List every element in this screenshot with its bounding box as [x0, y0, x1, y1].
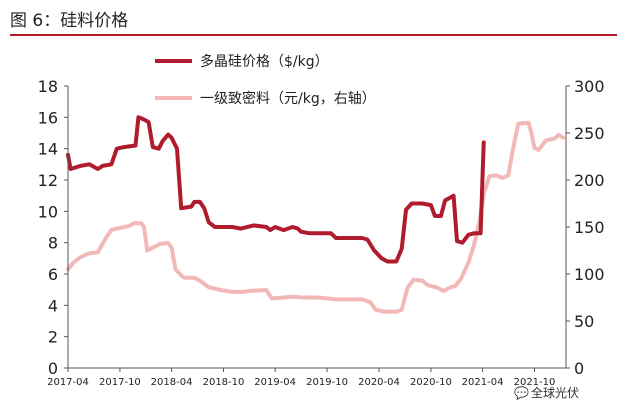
y-right-tick-label: 150 [574, 218, 605, 237]
y-right-tick-label: 200 [574, 171, 605, 190]
y-left-tick-label: 8 [48, 234, 58, 253]
y-left-tick-label: 2 [48, 328, 58, 347]
series-line-dense-material [66, 120, 566, 314]
x-tick-label: 2017-10 [99, 377, 141, 388]
y-left-tick-label: 12 [38, 171, 58, 190]
wechat-bubble-icon: 💬 [514, 386, 529, 400]
x-tick-label: 2017-04 [47, 377, 89, 388]
legend-label-polysilicon: 多晶硅价格（$/kg） [200, 53, 329, 70]
y-right-tick-label: 250 [574, 124, 605, 143]
axes: 0 2 4 6 8 10 12 14 16 18 0 50 100 150 200 250 300 2017-04… [38, 77, 605, 388]
y-left-tick-label: 10 [38, 202, 58, 221]
watermark-text: 全球光伏 [531, 386, 580, 400]
x-tick-label: 2021-04 [462, 377, 504, 388]
legend-label-dense-material: 一级致密料（元/kg，右轴） [200, 90, 376, 107]
y-left-tick-label: 0 [48, 359, 58, 378]
series-line-polysilicon [66, 115, 486, 264]
y-right-tick-label: 300 [574, 77, 605, 96]
x-tick-label: 2019-04 [254, 377, 296, 388]
legend: 多晶硅价格（$/kg） 一级致密料（元/kg，右轴） [155, 53, 376, 107]
x-tick-label: 2018-04 [151, 377, 193, 388]
x-tick-label: 2021-10 [514, 377, 556, 388]
y-right-tick-label: 100 [574, 265, 605, 284]
x-tick-label: 2018-10 [203, 377, 245, 388]
x-tick-label: 2019-10 [306, 377, 348, 388]
figure-caption: 图 6：硅料价格 [10, 11, 129, 31]
plot-area [66, 115, 566, 314]
y-left-tick-label: 18 [38, 77, 58, 96]
x-tick-label: 2020-10 [410, 377, 452, 388]
x-tick-label: 2020-04 [358, 377, 400, 388]
y-right-tick-label: 50 [574, 312, 594, 331]
y-left-tick-label: 4 [48, 296, 58, 315]
y-left-tick-label: 6 [48, 265, 58, 284]
caption-divider [10, 34, 617, 36]
y-left-tick-label: 16 [38, 108, 58, 127]
y-left-tick-label: 14 [38, 140, 58, 159]
y-right-tick-label: 0 [574, 359, 584, 378]
